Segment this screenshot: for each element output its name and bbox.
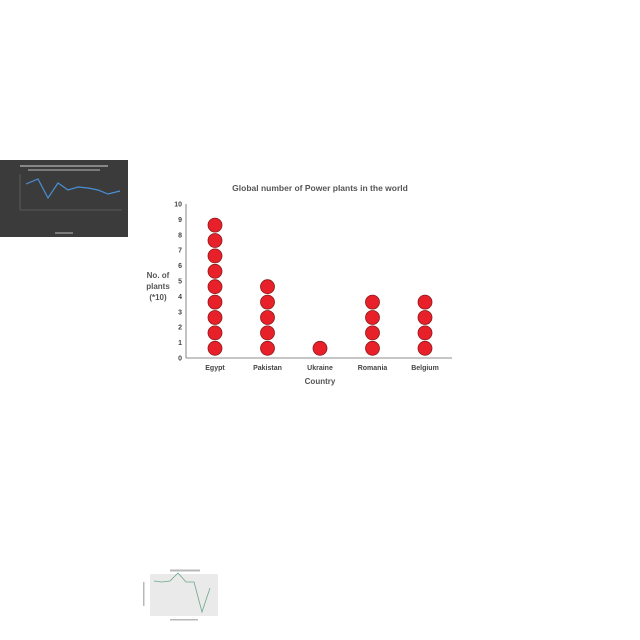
dot-marker-belgium (417, 325, 433, 341)
thumbnail-light-title-mark (170, 569, 200, 572)
dot-marker-egypt (207, 217, 223, 233)
dot-marker-belgium (417, 294, 433, 310)
thumbnail-dark-bg (0, 160, 128, 237)
dot-marker-egypt (207, 279, 223, 295)
dot-marker-egypt (207, 248, 223, 264)
category-label-egypt: Egypt (205, 365, 225, 372)
dot-marker-pakistan (260, 279, 275, 295)
y-tick-label: 5 (178, 279, 182, 286)
thumbnail-dark-title-mark (20, 165, 108, 167)
category-label-belgium: Belgium (411, 365, 439, 372)
power-plants-dot-chart: Global number of Power plants in the wor… (140, 176, 480, 396)
dot-marker-pakistan (260, 294, 275, 310)
thumbnail-dark-svg (0, 160, 128, 237)
dot-marker-belgium (417, 340, 433, 356)
y-tick-label: 6 (178, 263, 182, 270)
dot-marker-pakistan (260, 340, 275, 356)
dot-marker-egypt (207, 325, 223, 341)
y-tick-label: 3 (178, 309, 182, 316)
thumbnail-dark-series-line (25, 178, 121, 200)
dot-marker-romania (365, 310, 380, 325)
category-labels: Egypt Pakistan Ukraine Romania Belgium (205, 365, 439, 372)
dot-marker-pakistan (260, 325, 275, 341)
chart-title: Global number of Power plants in the wor… (232, 183, 408, 193)
dot-marker-egypt (207, 340, 223, 356)
thumbnail-line-chart-light (140, 568, 222, 624)
y-tick-label: 0 (178, 356, 182, 363)
dot-marker-egypt (207, 263, 223, 279)
y-axis-label-line-2: plants (146, 282, 170, 291)
y-tick-label: 7 (178, 248, 182, 255)
y-tick-label: 9 (178, 217, 182, 224)
dot-marker-romania (365, 294, 380, 310)
chart-svg: Global number of Power plants in the wor… (146, 183, 452, 386)
data-markers (207, 217, 433, 356)
y-tick-labels: 0 1 2 3 4 5 6 7 8 9 10 (174, 202, 182, 363)
category-label-romania: Romania (358, 365, 388, 372)
thumbnail-light-ylabel-mark (143, 582, 145, 606)
dot-marker-ukraine (312, 340, 328, 356)
dot-marker-egypt (207, 294, 223, 310)
thumbnail-dark-subtitle-mark (28, 169, 100, 171)
y-axis-label-line-1: No. of (147, 271, 170, 280)
thumbnail-line-chart-dark (0, 160, 128, 237)
dot-marker-romania (365, 340, 380, 356)
thumbnail-light-svg (143, 569, 218, 621)
dot-marker-egypt (207, 233, 223, 248)
dot-marker-pakistan (260, 310, 275, 325)
x-axis-label: Country (305, 377, 336, 386)
y-tick-label: 8 (178, 232, 182, 239)
thumbnail-dark-xlabel-mark (55, 232, 73, 234)
y-axis-label-line-3: (*10) (149, 293, 167, 302)
dot-marker-egypt (207, 310, 223, 325)
category-label-ukraine: Ukraine (307, 365, 333, 372)
thumbnail-light-xlabel-mark (170, 619, 198, 621)
thumbnail-light-plot-bg (150, 574, 218, 616)
y-tick-label: 1 (178, 340, 182, 347)
dot-marker-belgium (417, 310, 433, 325)
dot-marker-romania (365, 325, 380, 341)
y-tick-label: 2 (178, 325, 182, 332)
y-tick-label: 10 (174, 202, 182, 209)
thumbnail-light-series-line (153, 572, 211, 614)
y-tick-label: 4 (178, 294, 182, 301)
y-axis-label: No. of plants (*10) (146, 271, 170, 302)
category-label-pakistan: Pakistan (253, 365, 282, 372)
